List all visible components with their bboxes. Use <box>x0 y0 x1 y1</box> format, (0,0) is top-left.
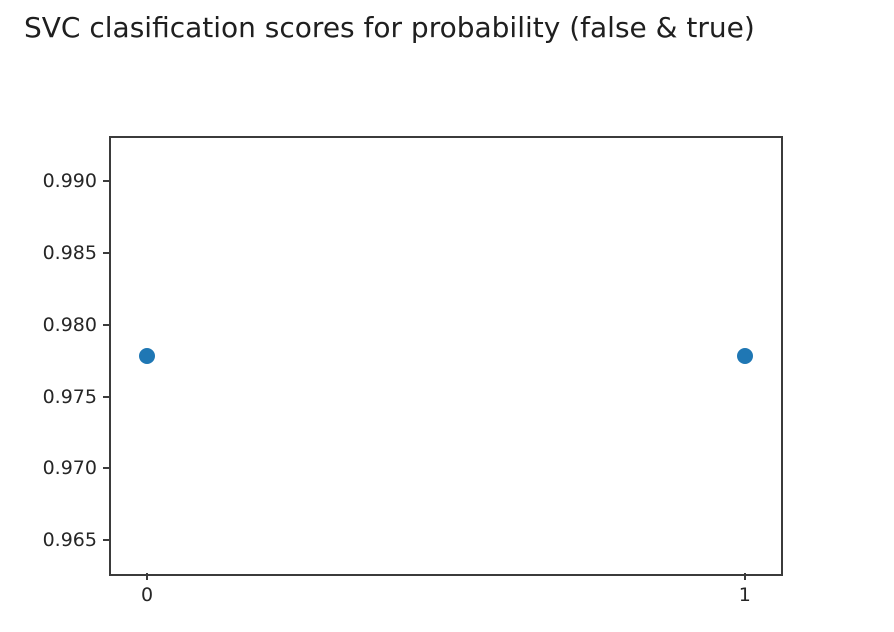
data-point <box>736 348 753 365</box>
x-tick-mark <box>146 573 149 580</box>
x-tick-label: 0 <box>141 584 154 606</box>
data-point <box>139 348 156 365</box>
y-tick-mark <box>103 395 110 398</box>
y-tick-label: 0.965 <box>42 529 97 551</box>
y-tick-label: 0.980 <box>42 313 97 336</box>
y-tick-mark <box>103 252 110 255</box>
y-tick-label: 0.975 <box>42 385 97 408</box>
y-tick-mark <box>103 539 110 541</box>
y-tick-mark <box>103 467 110 470</box>
y-tick-label: 0.990 <box>42 170 97 193</box>
y-tick-label: 0.970 <box>42 457 97 480</box>
y-tick-label: 0.985 <box>42 242 97 265</box>
x-tick-mark <box>743 573 746 580</box>
y-tick-mark <box>103 323 110 326</box>
y-tick-mark <box>103 180 110 183</box>
chart-title: SVC clasification scores for probability… <box>24 11 755 44</box>
plot-area <box>109 136 783 576</box>
x-tick-label: 1 <box>738 584 751 606</box>
